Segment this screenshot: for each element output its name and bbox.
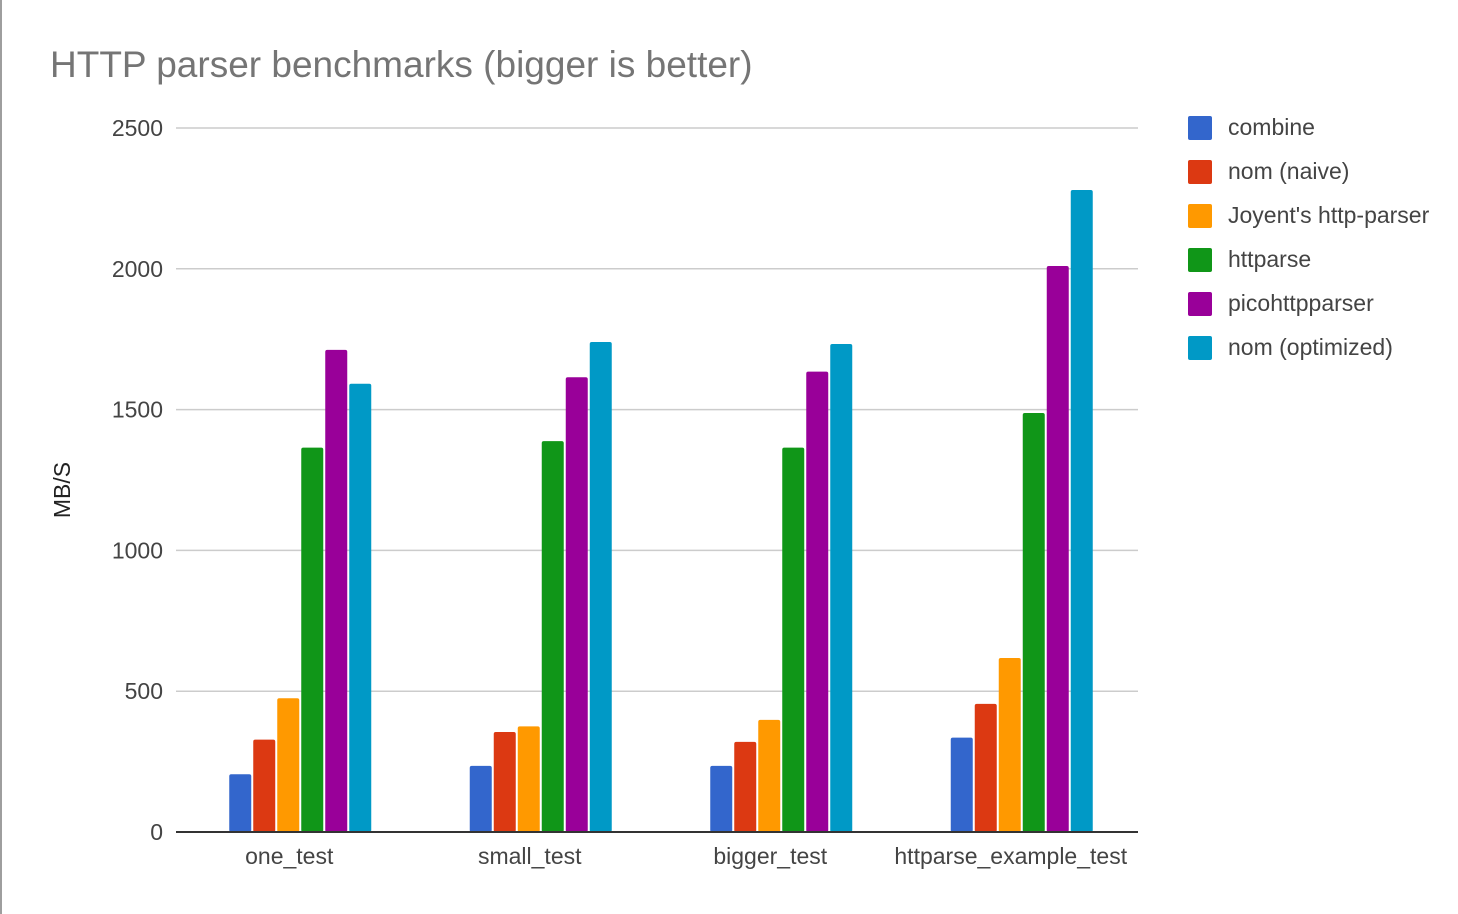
legend-swatch (1188, 292, 1212, 316)
bar (229, 774, 252, 832)
y-axis-label: MB/S (49, 462, 75, 518)
y-tick-label: 0 (150, 819, 163, 845)
legend-label: picohttpparser (1228, 290, 1374, 316)
y-tick-label: 2500 (112, 115, 163, 141)
chart-title: HTTP parser benchmarks (bigger is better… (50, 44, 753, 85)
bar (998, 657, 1021, 832)
bar (517, 726, 540, 832)
bar (830, 343, 853, 832)
bar (277, 698, 300, 832)
bar (974, 703, 997, 832)
y-tick-label: 500 (125, 678, 163, 704)
legend-label: combine (1228, 114, 1315, 140)
x-tick-label: bigger_test (713, 843, 827, 869)
bar (1070, 189, 1093, 832)
bar (565, 377, 588, 832)
legend-swatch (1188, 116, 1212, 140)
bar (806, 371, 829, 832)
bar (493, 732, 516, 832)
bar (758, 719, 781, 832)
bar (469, 765, 492, 832)
bar (1022, 412, 1045, 832)
x-tick-label: small_test (478, 843, 582, 869)
bar (589, 342, 612, 832)
bar (710, 765, 733, 832)
bar (349, 383, 372, 832)
legend-label: nom (naive) (1228, 158, 1349, 184)
bar (325, 349, 348, 832)
legend-label: Joyent's http-parser (1228, 202, 1430, 228)
bar (734, 741, 757, 832)
bars (229, 189, 1093, 832)
bar (301, 447, 324, 832)
legend-label: nom (optimized) (1228, 334, 1393, 360)
y-tick-label: 1500 (112, 397, 163, 423)
legend-swatch (1188, 336, 1212, 360)
legend-label: httparse (1228, 246, 1311, 272)
axes: 0 500 1000 1500 2000 2500 one_test small_test bi… (112, 115, 1138, 869)
bar (950, 737, 973, 832)
legend-swatch (1188, 160, 1212, 184)
legend: combine nom (naive) Joyent's http-parser ht… (1188, 114, 1430, 360)
x-tick-label: one_test (245, 843, 334, 869)
legend-swatch (1188, 204, 1212, 228)
y-tick-label: 2000 (112, 256, 163, 282)
bar (1046, 265, 1069, 832)
y-tick-label: 1000 (112, 537, 163, 563)
bar (782, 447, 805, 832)
bar (541, 441, 564, 832)
x-tick-label: httparse_example_test (894, 843, 1127, 869)
bar (253, 739, 276, 832)
legend-swatch (1188, 248, 1212, 272)
